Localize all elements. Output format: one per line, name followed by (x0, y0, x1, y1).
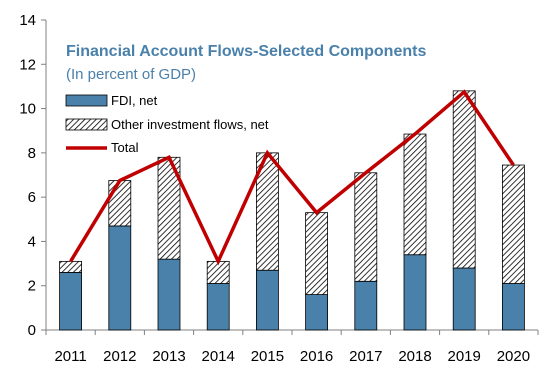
y-tick-label: 0 (28, 322, 36, 339)
legend-label-other-investment: Other investment flows, net (111, 117, 269, 132)
bar-other-investment (501, 164, 525, 284)
bar-fdi (157, 258, 181, 331)
legend: FDI, net Other investment flows, net Tot… (65, 93, 269, 155)
x-tick-label: 2012 (103, 348, 136, 365)
x-tick-label: 2017 (349, 348, 382, 365)
total-line (69, 89, 515, 266)
bar-other-investment (452, 90, 476, 269)
x-tick-label: 2019 (448, 348, 481, 365)
bar-other-investment (59, 260, 82, 273)
bars (59, 90, 525, 331)
chart-subtitle: (In percent of GDP) (66, 66, 196, 83)
bar-fdi (452, 267, 476, 331)
legend-swatch-other-investment (65, 118, 108, 131)
chart-title: Financial Account Flows-Selected Compone… (66, 43, 426, 60)
y-tick-label: 12 (19, 56, 36, 73)
bar-fdi (108, 225, 132, 331)
legend-label-total: Total (111, 140, 139, 155)
x-tick-label: 2016 (300, 348, 333, 365)
bar-other-investment (108, 180, 132, 227)
y-tick-label: 8 (28, 145, 36, 162)
bar-fdi (255, 269, 279, 331)
bar-other-investment (403, 133, 427, 256)
y-tick-label: 2 (28, 278, 36, 295)
bar-fdi (206, 283, 230, 331)
x-axis: 2011 2012 2013 2014 2015 2016 2017 2018 2019 2020 (45, 329, 539, 365)
x-tick-label: 2014 (202, 348, 235, 365)
x-tick-label: 2013 (152, 348, 185, 365)
total-line-layer (69, 89, 515, 266)
x-tick-label: 2020 (497, 348, 530, 365)
bar-fdi (501, 283, 525, 331)
bar-other-investment (354, 172, 378, 282)
bar-fdi (305, 294, 329, 331)
bar-other-investment (305, 212, 329, 295)
y-tick-label: 4 (28, 233, 36, 250)
x-tick-label: 2015 (251, 348, 284, 365)
x-tick-label: 2011 (54, 348, 86, 365)
bar-fdi (403, 254, 427, 331)
bar-fdi (354, 280, 378, 331)
legend-label-fdi: FDI, net (111, 93, 158, 108)
y-axis: 0 2 4 6 8 10 12 14 (19, 12, 47, 339)
bar-fdi (59, 272, 82, 331)
y-tick-label: 10 (19, 101, 36, 118)
y-tick-label: 6 (28, 189, 36, 206)
y-tick-label: 14 (19, 12, 36, 29)
legend-swatch-fdi (65, 94, 108, 107)
x-tick-label: 2018 (398, 348, 431, 365)
